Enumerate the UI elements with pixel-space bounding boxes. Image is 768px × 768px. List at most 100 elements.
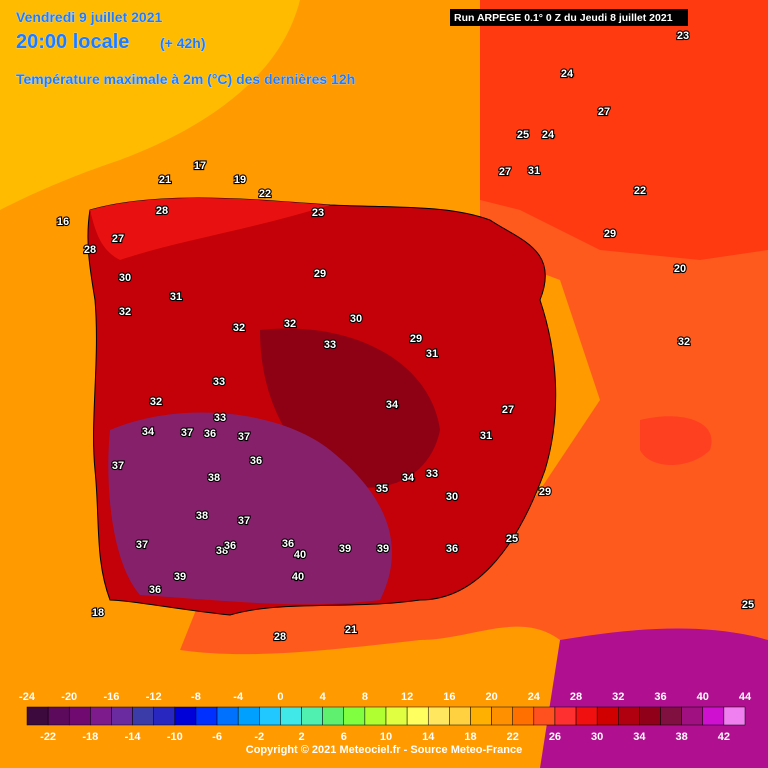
temperature-label: 17 xyxy=(194,160,206,172)
temperature-label: 37 xyxy=(181,427,193,439)
legend-tick-label: 40 xyxy=(697,691,709,703)
lead: (+ 42h) xyxy=(160,35,206,51)
legend-swatch xyxy=(343,706,366,726)
temperature-label: 36 xyxy=(446,543,458,555)
temperature-label: 32 xyxy=(150,396,162,408)
legend-swatch xyxy=(427,706,450,726)
temperature-label: 27 xyxy=(502,404,514,416)
legend-swatch xyxy=(660,706,682,726)
legend-tick-label: -10 xyxy=(167,731,183,743)
legend-swatch xyxy=(406,706,429,726)
temperature-label: 37 xyxy=(112,460,124,472)
legend-tick-label: 12 xyxy=(401,691,413,703)
legend-swatch xyxy=(47,706,70,726)
run-box xyxy=(450,9,688,26)
legend-tick-label: -22 xyxy=(40,731,56,743)
legend-tick-label: -16 xyxy=(104,691,120,703)
legend-tick-label: -20 xyxy=(61,691,77,703)
temperature-label: 37 xyxy=(136,539,148,551)
map-title: Température maximale à 2m (°C) des derni… xyxy=(16,71,355,87)
temperature-label: 32 xyxy=(233,322,245,334)
temperature-label: 27 xyxy=(598,106,610,118)
legend-swatch xyxy=(681,706,704,726)
legend-swatch xyxy=(596,706,619,726)
legend-swatch xyxy=(385,706,408,726)
temperature-label: 25 xyxy=(742,599,754,611)
temperature-label: 34 xyxy=(386,399,399,411)
labels: 17 21 28 22 19 23 27 28 30 29 32 31 32 32 30 29 33 31 33 34… xyxy=(56,29,755,644)
legend-swatch xyxy=(153,706,176,726)
south-hot xyxy=(108,412,392,605)
temperature-label: 38 xyxy=(196,510,208,522)
temperature-label: 31 xyxy=(170,291,182,303)
legend-swatch xyxy=(26,706,49,726)
legend-swatch xyxy=(364,706,387,726)
legend-tick-label: 44 xyxy=(739,691,752,703)
legend-tick-label: 0 xyxy=(277,691,283,703)
legend-tick-label: -4 xyxy=(233,691,244,703)
temperature-label: 33 xyxy=(426,468,438,480)
temperature-label: 20 xyxy=(674,263,686,275)
legend-swatch xyxy=(575,706,598,726)
temperature-label: 36 xyxy=(282,538,294,550)
temperature-label: 22 xyxy=(259,188,271,200)
temperature-label: 30 xyxy=(350,313,362,325)
legend-swatch xyxy=(618,706,640,726)
france xyxy=(480,0,768,260)
legend-tick-label: 8 xyxy=(362,691,368,703)
baleares xyxy=(640,416,712,465)
temperature-label: 31 xyxy=(480,430,492,442)
legend-swatch xyxy=(301,706,323,726)
legend-tick-label: 32 xyxy=(612,691,624,703)
temperature-label: 28 xyxy=(84,244,96,256)
temperature-label: 24 xyxy=(542,129,555,141)
legend-tick-label: 10 xyxy=(380,731,392,743)
time: 20:00 locale xyxy=(16,31,129,53)
legend-tick-label: 28 xyxy=(570,691,582,703)
footer: Copyright © 2021 Meteociel.fr - Source M… xyxy=(246,744,522,756)
cool-ocean xyxy=(0,0,300,210)
temperature-label: 25 xyxy=(506,533,518,545)
temperature-label: 27 xyxy=(112,233,124,245)
legend-swatch xyxy=(90,706,112,726)
temperature-label: 33 xyxy=(214,412,226,424)
temperature-label: 33 xyxy=(213,376,225,388)
legend-tick-label: -6 xyxy=(212,731,222,743)
temperature-label: 21 xyxy=(345,624,357,636)
temperature-label: 23 xyxy=(312,207,324,219)
legend-tick-label: 24 xyxy=(528,691,541,703)
temperature-label: 39 xyxy=(339,543,351,555)
legend-swatch xyxy=(639,706,661,726)
legend: -24-22-20-18-16-14-12-10-8-6-4-202468101… xyxy=(19,691,752,743)
legend-swatch xyxy=(512,706,535,726)
legend-swatch xyxy=(237,706,260,726)
temperature-label: 39 xyxy=(377,543,389,555)
legend-tick-label: 2 xyxy=(298,731,304,743)
legend-swatch xyxy=(280,706,302,726)
temperature-label: 36 xyxy=(224,540,236,552)
date: Vendredi 9 juillet 2021 xyxy=(16,9,163,25)
temperature-label: 40 xyxy=(292,571,304,583)
legend-swatch xyxy=(533,706,556,726)
temperature-label: 31 xyxy=(528,165,540,177)
temperature-label: 29 xyxy=(410,333,422,345)
legend-tick-label: 16 xyxy=(443,691,455,703)
temperature-label: 21 xyxy=(159,174,171,186)
legend-tick-label: -14 xyxy=(125,731,142,743)
legend-tick-label: 26 xyxy=(549,731,561,743)
temperature-label: 36 xyxy=(149,584,161,596)
legend-tick-label: 4 xyxy=(320,691,327,703)
temperature-label: 34 xyxy=(402,472,415,484)
temperature-label: 40 xyxy=(294,549,306,561)
legend-tick-label: 18 xyxy=(464,731,476,743)
legend-tick-label: 30 xyxy=(591,731,603,743)
temperature-label: 29 xyxy=(539,486,551,498)
legend-tick-label: 42 xyxy=(718,731,730,743)
temperature-label: 38 xyxy=(216,545,228,557)
temperature-label: 32 xyxy=(678,336,690,348)
north-coast xyxy=(90,198,330,260)
temperature-label: 39 xyxy=(174,571,186,583)
run: Run ARPEGE 0.1° 0 Z du Jeudi 8 juillet 2… xyxy=(454,12,673,24)
temperature-label: 38 xyxy=(208,472,220,484)
